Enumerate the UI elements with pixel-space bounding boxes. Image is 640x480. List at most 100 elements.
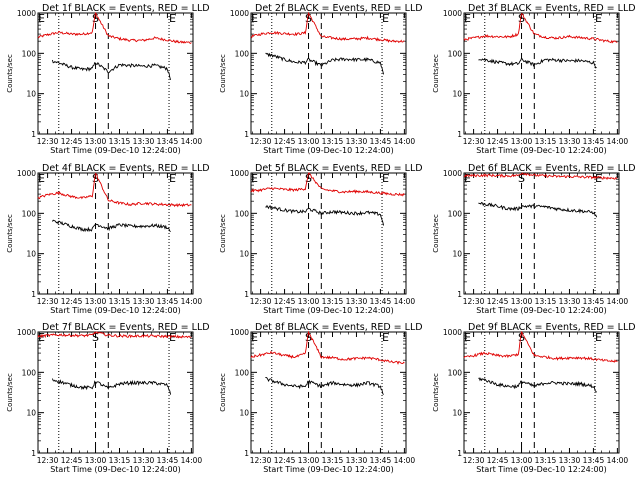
x-tick-label: 14:00 [607,456,629,465]
event-marker-label: E [169,331,176,344]
x-tick-label: 12:45 [274,137,296,146]
y-tick-label: 1 [457,130,462,139]
y-tick-label: 100 [448,368,463,377]
y-axis-label: Counts/sec [432,214,440,253]
y-axis-label: Counts/sec [6,54,14,93]
detector-panel: Det 2f BLACK = Events, RED = LLD Counts/s… [219,3,423,155]
event-marker-label: S [92,331,99,344]
y-tick-label: 10 [26,90,36,99]
y-tick-label: 1 [457,449,462,458]
x-tick-label: 13:00 [511,297,533,306]
event-marker-label: E [382,172,389,185]
y-tick-label: 100 [448,209,463,218]
x-tick-label: 13:45 [583,456,605,465]
x-tick-label: 12:30 [463,297,485,306]
x-tick-label: 12:45 [61,456,83,465]
y-tick-label: 10 [239,90,249,99]
x-tick-label: 13:15 [109,137,131,146]
x-tick-label: 12:30 [463,137,485,146]
x-tick-label: 13:30 [346,297,368,306]
x-tick-label: 13:30 [346,456,368,465]
detector-panel: Det 5f BLACK = Events, RED = LLD Counts/s… [219,163,423,315]
events-series-line [52,219,171,233]
lld-series-line [37,331,192,339]
event-marker-label: S [305,12,312,25]
y-tick-label: 100 [448,49,463,58]
x-axis-label: Start Time (09-Dec-10 12:24:00) [476,465,607,474]
x-tick-label: 13:45 [370,456,392,465]
y-axis-label: Counts/sec [6,373,14,412]
x-tick-label: 12:30 [37,137,59,146]
y-tick-label: 1 [31,449,36,458]
y-tick-label: 10 [452,250,462,259]
y-tick-label: 10 [452,90,462,99]
y-tick-label: 10 [239,409,249,418]
x-tick-label: 13:00 [511,456,533,465]
event-marker-label: E [251,331,258,344]
x-tick-label: 13:30 [133,137,155,146]
y-axis-label: Counts/sec [432,54,440,93]
x-tick-label: 13:45 [370,297,392,306]
event-marker-label: E [251,172,258,185]
panel-title: Det 4f BLACK = Events, RED = LLD [42,163,210,174]
y-tick-label: 1 [457,290,462,299]
event-marker-label: E [464,172,471,185]
plot-frame [37,172,194,295]
y-tick-label: 100 [22,209,37,218]
y-tick-label: 100 [235,49,250,58]
panel-title: Det 2f BLACK = Events, RED = LLD [255,3,423,14]
x-tick-label: 13:00 [298,456,320,465]
x-tick-label: 13:45 [583,137,605,146]
y-tick-label: 1 [31,130,36,139]
panel-title: Det 1f BLACK = Events, RED = LLD [42,3,210,14]
y-tick-label: 1000 [443,328,462,337]
x-tick-label: 13:30 [133,456,155,465]
event-marker-label: E [38,331,45,344]
event-marker-label: S [92,172,99,185]
y-tick-label: 1000 [230,169,249,178]
plot-frame [463,172,620,295]
event-marker-label: E [595,331,602,344]
events-series-line [51,378,172,395]
event-marker-label: E [169,172,176,185]
plot-frame [250,172,407,295]
x-tick-label: 14:00 [181,456,203,465]
lld-series-line [37,172,192,208]
panel-title: Det 7f BLACK = Events, RED = LLD [42,322,210,333]
x-tick-label: 12:45 [274,297,296,306]
y-tick-label: 10 [26,409,36,418]
events-series-line [478,201,598,218]
y-axis-label: Counts/sec [219,214,227,253]
x-axis-label: Start Time (09-Dec-10 12:24:00) [263,306,394,315]
x-tick-label: 13:15 [322,137,344,146]
x-tick-label: 12:45 [274,456,296,465]
x-axis-label: Start Time (09-Dec-10 12:24:00) [476,306,607,315]
x-tick-label: 13:30 [559,456,581,465]
x-tick-label: 13:00 [85,297,107,306]
x-tick-label: 13:15 [109,297,131,306]
event-marker-label: E [464,12,471,25]
lld-series-line [250,11,405,44]
y-tick-label: 100 [235,368,250,377]
plot-frame [37,331,194,454]
detector-panel: Det 4f BLACK = Events, RED = LLD Counts/s… [6,163,210,315]
x-tick-label: 13:30 [559,137,581,146]
y-tick-label: 100 [235,209,250,218]
event-marker-label: S [518,12,525,25]
lld-series-line [37,11,192,44]
x-axis-label: Start Time (09-Dec-10 12:24:00) [50,146,181,155]
x-tick-label: 12:30 [37,297,59,306]
panel-title: Det 3f BLACK = Events, RED = LLD [468,3,636,14]
y-axis-label: Counts/sec [219,54,227,93]
events-series-line [478,57,597,69]
x-tick-label: 14:00 [607,297,629,306]
detector-panel: Det 7f BLACK = Events, RED = LLD Counts/s… [6,322,210,474]
y-tick-label: 1 [244,449,249,458]
panel-title: Det 9f BLACK = Events, RED = LLD [468,322,636,333]
x-tick-label: 13:15 [535,456,557,465]
x-tick-label: 13:00 [85,137,107,146]
y-axis-label: Counts/sec [219,373,227,412]
plot-frame [250,331,407,454]
y-tick-label: 10 [26,250,36,259]
x-tick-label: 13:15 [535,137,557,146]
